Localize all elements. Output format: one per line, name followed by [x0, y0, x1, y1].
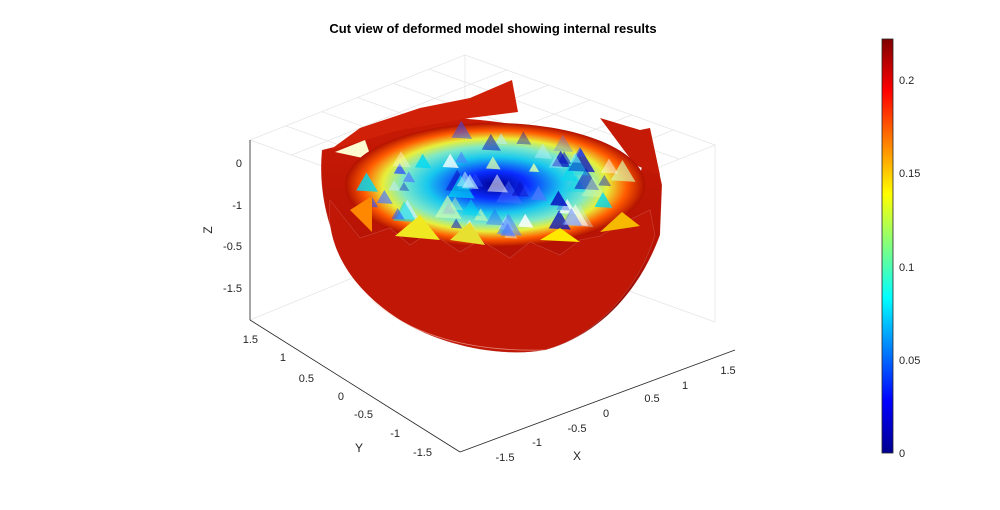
surface-facet: [461, 199, 482, 216]
z-tick-label: -0.5: [223, 241, 242, 253]
surface-facet: [550, 190, 568, 207]
surface-facet: [516, 131, 532, 145]
surface-facet: [495, 133, 508, 145]
surface-facet: [434, 195, 462, 219]
x-tick-label: -1: [532, 437, 542, 449]
surface-facet: [399, 181, 410, 192]
surface-facet: [581, 175, 606, 198]
chart-title: Cut view of deformed model showing inter…: [329, 21, 656, 36]
y-tick-label: 0.5: [299, 373, 314, 385]
y-tick-label: 0: [338, 391, 344, 403]
surface-facet: [455, 151, 469, 164]
colorbar-tick-label: 0.1: [899, 262, 914, 274]
y-axis: 1.5 1 0.5 0 -0.5 -1 -1.5 Y: [243, 334, 432, 459]
surface-facet: [553, 134, 574, 153]
surface-facet: [511, 181, 529, 197]
y-tick-label: -1: [390, 428, 400, 440]
surface-facet: [560, 165, 579, 182]
z-tick-label: 0: [236, 158, 242, 170]
surface-facet: [481, 133, 501, 151]
z-axis-label: Z: [201, 226, 215, 233]
colorbar-tick-label: 0.05: [899, 355, 920, 367]
z-axis: 0 -0.5 -1.5 -1 Z: [201, 158, 242, 295]
surface-facet: [388, 180, 401, 192]
surface-facet: [451, 120, 473, 139]
y-tick-label: -1.5: [413, 447, 432, 459]
surface-facet: [496, 180, 523, 204]
y-tick-label: 1: [280, 352, 286, 364]
z-tick-label: -1.5: [223, 283, 242, 295]
surface-facet: [487, 174, 509, 193]
surface-facet: [447, 174, 475, 199]
x-axis: -1.5 -1 -0.5 0 0.5 1 1.5 X: [496, 365, 736, 464]
surface-facet: [594, 192, 613, 208]
surface-facet: [392, 150, 411, 168]
surface-facet: [414, 153, 432, 169]
surface-facet: [563, 204, 589, 226]
surface-facet: [473, 208, 489, 221]
surface-facet: [376, 189, 393, 204]
surface-facet: [548, 155, 564, 169]
z-tick-label: -1: [232, 200, 242, 212]
colorbar-tick-label: 0.15: [899, 168, 920, 180]
surface-facet: [574, 147, 586, 157]
surface-facet: [551, 150, 571, 168]
surface-facet: [529, 163, 540, 173]
x-tick-label: 1: [682, 380, 688, 392]
surface-facet: [548, 210, 571, 230]
surface-facet: [393, 163, 407, 175]
surface-facet: [534, 143, 553, 159]
surface-facet: [402, 171, 416, 183]
surface-facet: [574, 168, 600, 191]
colorbar-gradient: [881, 38, 894, 454]
colorbar-tick-label: 0: [899, 448, 905, 460]
x-tick-label: 0: [603, 408, 609, 420]
surface-facet: [563, 153, 589, 176]
surface-facet: [391, 207, 405, 220]
surface-facet: [456, 171, 475, 188]
surface-facet: [485, 156, 501, 170]
surface-facet: [610, 159, 636, 182]
x-tick-label: -1.5: [496, 452, 515, 464]
surface-facet: [496, 213, 522, 236]
y-axis-label: Y: [355, 441, 363, 455]
x-tick-label: 1.5: [720, 365, 735, 377]
surface-facet: [530, 185, 548, 201]
surface-facet: [450, 218, 463, 229]
surface-facet: [442, 153, 459, 168]
surface-facet: [561, 208, 583, 226]
surface-facet: [598, 174, 612, 187]
axes: [249, 140, 736, 453]
surface-facet: [569, 152, 582, 163]
surface-facet: [485, 208, 505, 226]
surface-facet: [517, 213, 534, 228]
surface-facet: [600, 158, 619, 174]
surface-facet: [519, 184, 533, 197]
y-tick-label: -0.5: [354, 409, 373, 421]
surface-facet: [356, 172, 378, 192]
surface-facet: [567, 148, 596, 173]
x-tick-label: 0.5: [644, 393, 659, 405]
colorbar-tick-label: 0.2: [899, 75, 914, 87]
y-tick-label: 1.5: [243, 334, 258, 346]
deformed-model-surface: [320, 80, 663, 353]
colorbar: 0.2 0.15 0.1 0.05 0: [881, 38, 920, 460]
x-tick-label: -0.5: [568, 423, 587, 435]
x-axis-label: X: [573, 449, 581, 463]
